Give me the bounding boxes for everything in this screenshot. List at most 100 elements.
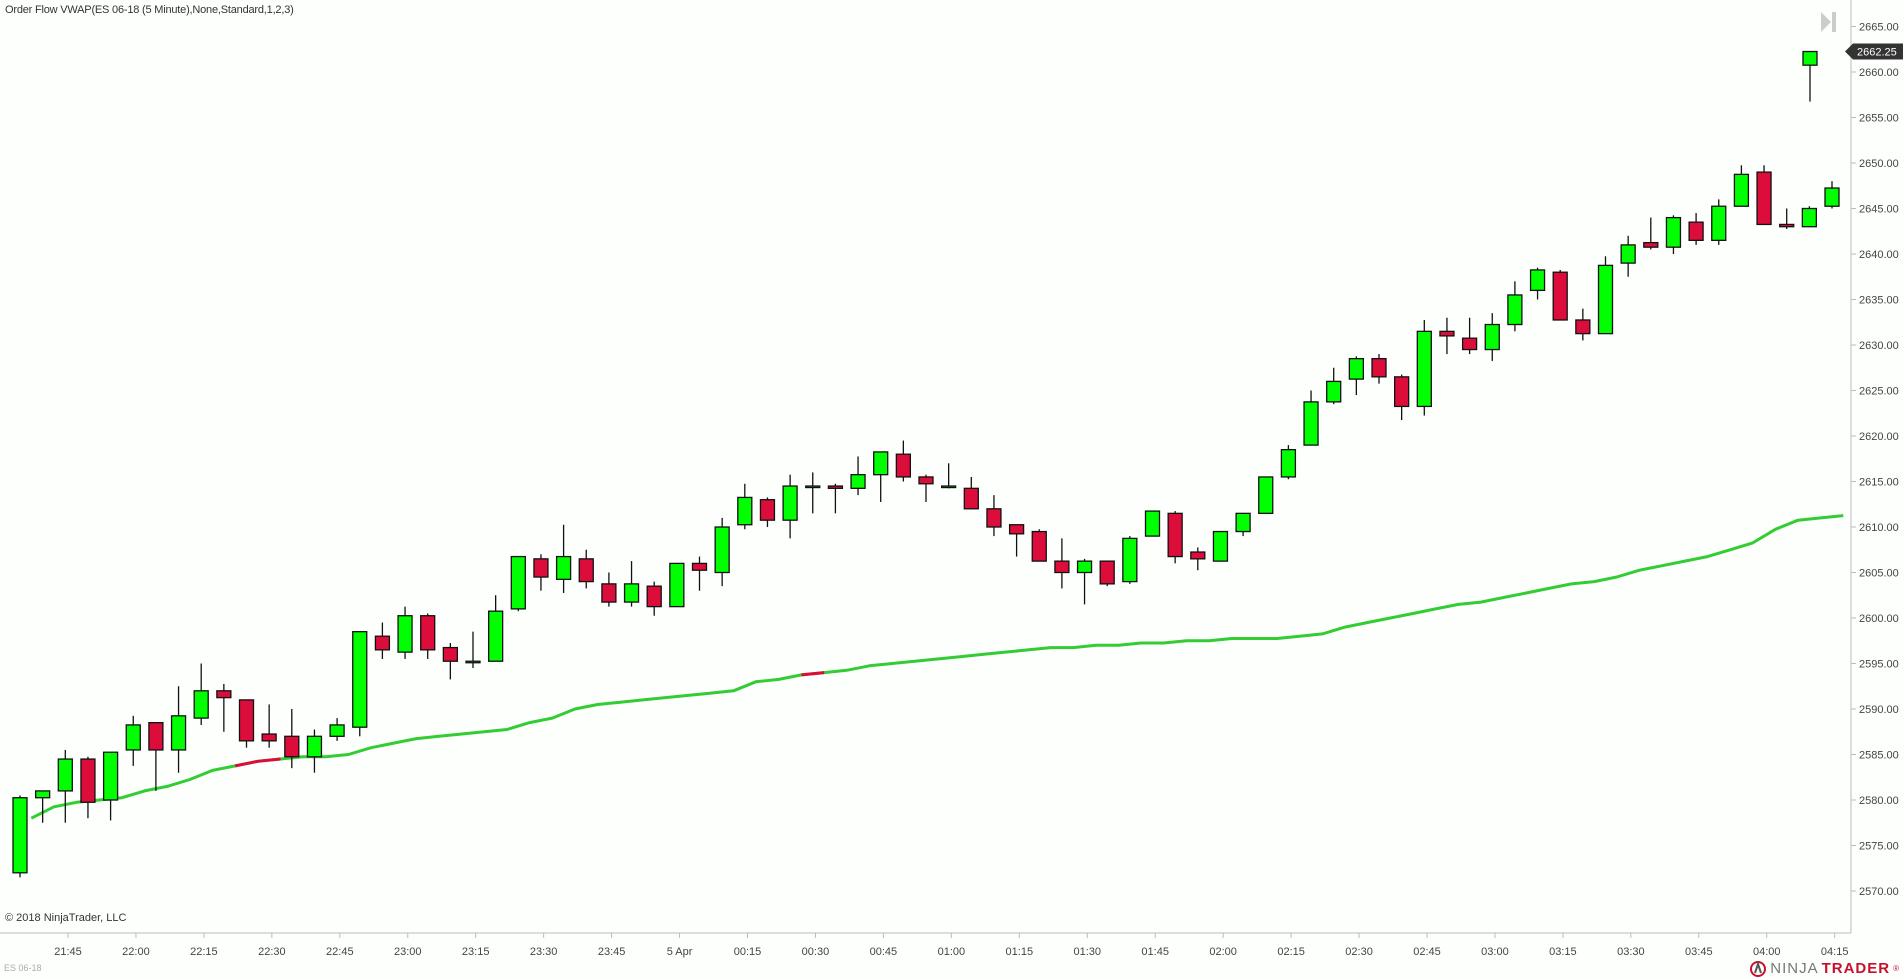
time-tick-label: 03:30 — [1617, 946, 1645, 958]
candle — [329, 718, 345, 741]
candle — [1099, 560, 1115, 587]
candle — [352, 631, 368, 737]
candle — [1326, 367, 1342, 405]
candle — [691, 556, 708, 591]
candle — [1665, 215, 1682, 254]
price-tick-label: 2595.00 — [1859, 659, 1899, 671]
indicator-title: Order Flow VWAP(ES 06-18 (5 Minute),None… — [5, 4, 294, 16]
price-tick-label: 2585.00 — [1859, 750, 1899, 762]
candle — [1529, 267, 1546, 300]
candle — [1235, 512, 1251, 537]
price-tick-label: 2640.00 — [1859, 249, 1899, 261]
candle — [1076, 558, 1093, 605]
price-tick-label: 2600.00 — [1859, 613, 1899, 625]
candle — [397, 606, 413, 659]
candle — [1394, 374, 1410, 421]
time-tick-label: 01:45 — [1141, 946, 1169, 958]
time-tick-label: 01:00 — [938, 946, 966, 958]
candle — [827, 483, 844, 514]
price-tick-label: 2660.00 — [1859, 67, 1899, 79]
candle — [646, 581, 662, 616]
candle — [1733, 165, 1750, 207]
last-price-value: 2662.25 — [1857, 47, 1897, 59]
candle — [487, 595, 504, 662]
candle — [623, 561, 640, 607]
candle — [1802, 50, 1818, 102]
candle — [216, 683, 232, 732]
vwap-line — [30, 514, 1844, 820]
price-tick-label: 2575.00 — [1859, 841, 1899, 853]
time-tick-label: 02:00 — [1209, 946, 1237, 958]
candle — [873, 451, 889, 502]
time-tick-label: 00:30 — [802, 946, 830, 958]
candle — [102, 751, 119, 821]
candle — [35, 790, 51, 823]
price-tick-label: 2630.00 — [1859, 340, 1899, 352]
candle — [895, 440, 911, 482]
candle — [1439, 317, 1455, 355]
candle — [1031, 529, 1047, 562]
candle — [782, 474, 798, 539]
candle — [170, 686, 187, 773]
time-tick-label: 03:45 — [1685, 946, 1713, 958]
candlestick-series — [12, 50, 1840, 878]
time-tick-label: 22:45 — [326, 946, 354, 958]
candle — [737, 483, 753, 530]
candle — [1575, 308, 1591, 341]
price-tick-label: 2605.00 — [1859, 568, 1899, 580]
candle — [1484, 313, 1500, 361]
candle — [193, 663, 209, 725]
scroll-to-end-icon[interactable] — [1820, 10, 1838, 34]
instrument-label: ES 06-18 — [4, 963, 42, 973]
candle — [261, 704, 277, 748]
time-tick-label: 23:45 — [598, 946, 626, 958]
price-axis[interactable]: 2570.00 2575.00 2580.00 2585.00 2590.00 2595.… — [1850, 0, 1899, 933]
time-tick-label: 5 Apr — [667, 946, 693, 958]
candle — [1280, 445, 1297, 480]
candle — [578, 549, 594, 589]
candle — [759, 497, 776, 527]
candle — [1054, 538, 1070, 589]
logo-ninja-text: NINJA — [1770, 960, 1819, 977]
candle — [80, 756, 96, 819]
candle — [1008, 524, 1025, 557]
candle — [1461, 317, 1478, 355]
candle — [963, 476, 979, 510]
candle — [465, 631, 481, 669]
time-tick-label: 22:00 — [122, 946, 150, 958]
price-tick-label: 2615.00 — [1859, 477, 1899, 489]
time-axis[interactable]: 21:45 22:00 22:15 22:30 22:45 23:00 23:15 23:30… — [0, 932, 1851, 958]
candle — [555, 524, 572, 593]
candle — [374, 622, 391, 659]
candle — [1122, 536, 1138, 584]
time-tick-label: 00:45 — [870, 946, 898, 958]
candle — [1620, 235, 1636, 277]
candle — [986, 495, 1002, 537]
time-tick-label: 22:15 — [190, 946, 218, 958]
time-tick-label: 23:30 — [530, 946, 558, 958]
price-tick-label: 2665.00 — [1859, 22, 1899, 34]
candle — [714, 517, 730, 587]
candle — [1779, 208, 1795, 229]
price-tick-label: 2635.00 — [1859, 295, 1899, 307]
candle — [1801, 206, 1817, 228]
time-tick-label: 23:00 — [394, 946, 422, 958]
time-tick-label: 04:00 — [1753, 946, 1781, 958]
time-tick-label: 00:15 — [734, 946, 762, 958]
candle — [1756, 165, 1772, 226]
time-tick-label: 01:15 — [1006, 946, 1034, 958]
price-tick-label: 2580.00 — [1859, 795, 1899, 807]
candle — [1711, 199, 1727, 245]
candle — [148, 722, 164, 791]
logo-trader-text: TRADER — [1821, 960, 1891, 977]
price-tick-label: 2570.00 — [1859, 886, 1899, 898]
time-tick-label: 04:15 — [1821, 946, 1849, 958]
time-tick-label: 03:00 — [1481, 946, 1509, 958]
candle — [1144, 510, 1161, 537]
candle — [918, 474, 934, 502]
candle — [850, 456, 866, 496]
candle — [669, 562, 685, 608]
candle — [1597, 256, 1614, 335]
candle — [1643, 217, 1659, 250]
